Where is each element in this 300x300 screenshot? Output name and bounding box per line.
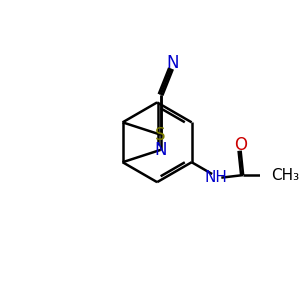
Text: NH: NH xyxy=(205,170,228,185)
Text: S: S xyxy=(155,126,166,144)
Text: N: N xyxy=(154,141,167,159)
Text: O: O xyxy=(234,136,247,154)
Text: N: N xyxy=(167,54,179,72)
Text: CH₃: CH₃ xyxy=(271,168,299,183)
